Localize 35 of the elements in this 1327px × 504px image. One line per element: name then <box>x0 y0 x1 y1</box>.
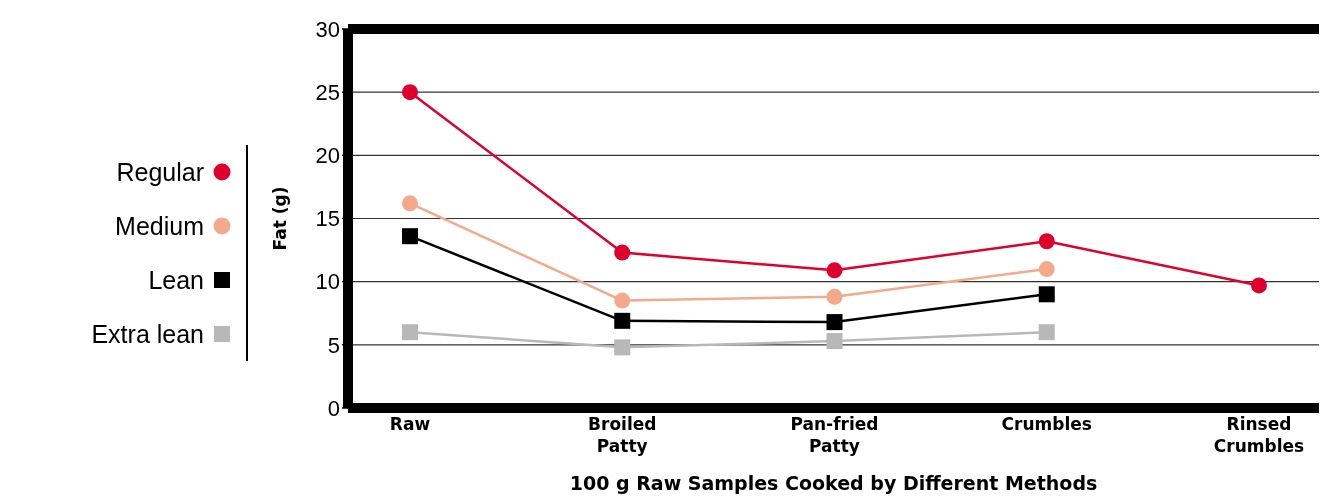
point <box>614 339 631 356</box>
x-tick-label: Raw <box>389 414 431 434</box>
point <box>1038 261 1055 278</box>
x-tick-label: Crumbles <box>1001 414 1092 434</box>
legend-label: Lean <box>148 265 204 295</box>
legend-label: Medium <box>115 211 204 241</box>
y-tick-label: 15 <box>315 206 340 232</box>
point <box>614 244 631 261</box>
point <box>826 333 843 350</box>
y-tick-label: 5 <box>327 332 340 358</box>
point <box>402 324 418 341</box>
y-tick-label: 25 <box>315 79 340 105</box>
point <box>1038 233 1055 250</box>
x-tick-label: Rinsed Crumbles <box>1213 414 1305 456</box>
y-tick-label: 20 <box>315 143 340 169</box>
point <box>826 314 843 331</box>
y-tick-label: 10 <box>315 269 340 295</box>
y-tick-label: 30 <box>315 16 340 42</box>
point <box>614 292 631 309</box>
point <box>402 195 418 212</box>
point <box>1038 324 1055 341</box>
y-axis-title: Fat (g) <box>270 186 291 251</box>
legend-label: Extra lean <box>91 319 204 349</box>
point <box>402 228 418 245</box>
point <box>1038 286 1055 303</box>
point <box>826 262 843 279</box>
legend-label: Regular <box>116 157 204 187</box>
x-axis-title: 100 g Raw Samples Cooked by Different Methods <box>569 472 1098 494</box>
y-tick-label: 0 <box>327 395 340 421</box>
point <box>1251 277 1267 294</box>
point <box>402 84 418 101</box>
point <box>826 288 843 305</box>
x-tick-label: Pan-fried Patty <box>790 414 879 456</box>
point <box>614 312 631 329</box>
x-tick-label: Broiled Patty <box>588 414 657 456</box>
